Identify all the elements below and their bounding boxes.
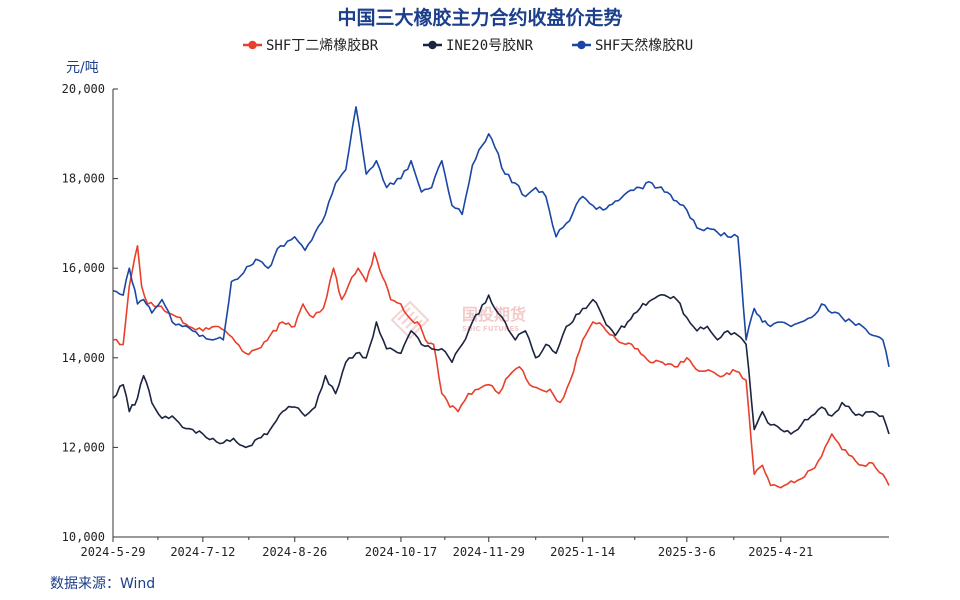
y-tick-label: 14,000 [62,351,105,365]
axes: 10,000 12,000 14,000 16,000 18,000 20,000 2024… [62,82,889,559]
x-tick-label: 2025-4-21 [748,545,813,559]
y-tick-label: 18,000 [62,172,105,186]
legend-item: SHF丁二烯橡胶BR [243,37,379,54]
legend-label-nr: INE20号胶NR [446,37,534,54]
watermark-text: 国投期货 [462,305,526,324]
chart-title: 中国三大橡胶主力合约收盘价走势 [337,6,622,29]
watermark-logo-icon [390,300,430,340]
y-axis-label: 元/吨 [66,60,99,76]
legend-item: SHF天然橡胶RU [572,37,693,54]
watermark: 国投期货 SDIC FUTURES [390,300,526,340]
x-tick-label: 2024-10-17 [365,545,437,559]
y-tick-label: 20,000 [62,82,105,96]
x-tick-label: 2025-3-6 [658,545,716,559]
series-line-nr [112,294,890,449]
x-tick-label: 2025-1-14 [550,545,615,559]
legend-marker-br [248,40,257,50]
watermark-text-en: SDIC FUTURES [462,325,519,333]
x-tick-label: 2024-8-26 [262,545,327,559]
y-tick-label: 10,000 [62,530,105,544]
legend-marker-ru [577,40,586,50]
y-tick-label: 16,000 [62,261,105,275]
data-source: 数据来源：Wind [50,576,155,592]
x-tick-label: 2024-5-29 [80,545,145,559]
series-line-br [112,245,890,489]
legend-marker-nr [428,40,437,50]
series-lines [112,106,890,489]
x-tick-label: 2024-11-29 [453,545,525,559]
series-line-ru [112,106,890,367]
y-tick-label: 12,000 [62,440,105,454]
legend-label-br: SHF丁二烯橡胶BR [266,37,379,54]
legend-label-ru: SHF天然橡胶RU [595,37,693,54]
legend-item: INE20号胶NR [423,37,534,54]
x-tick-label: 2024-7-12 [170,545,235,559]
legend: SHF丁二烯橡胶BR INE20号胶NR SHF天然橡胶RU [243,37,693,54]
